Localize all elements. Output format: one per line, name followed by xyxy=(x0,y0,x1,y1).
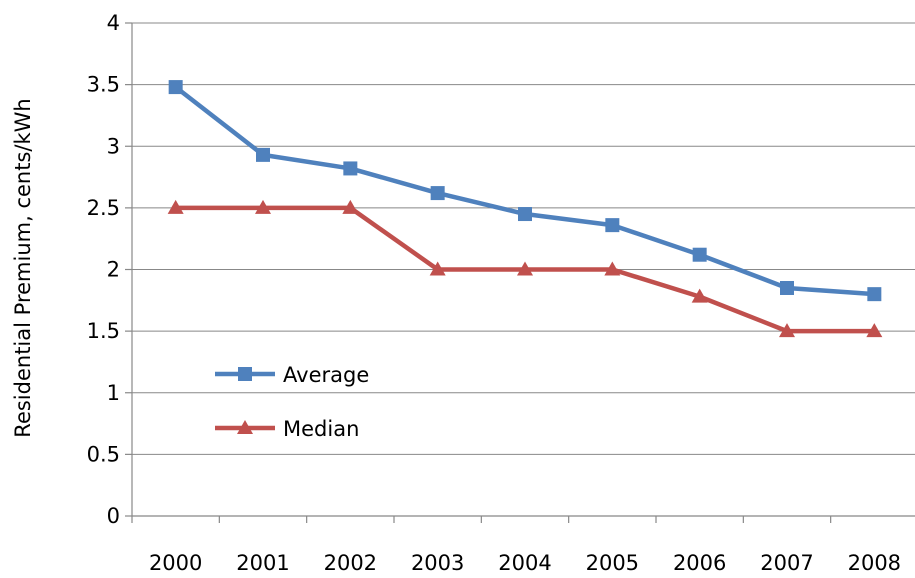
gridlines xyxy=(132,22,915,455)
x-tick-label: 2004 xyxy=(498,551,551,575)
y-axis-title: Residential Premium, cents/kWh xyxy=(11,98,35,437)
data-point-average xyxy=(343,161,358,176)
y-tick-label: 1.5 xyxy=(87,319,120,343)
x-tick-label: 2008 xyxy=(848,551,901,575)
data-point-median xyxy=(604,261,621,276)
data-point-median xyxy=(255,199,271,214)
data-point-average xyxy=(430,186,445,201)
data-point-median xyxy=(167,199,184,214)
data-point-median xyxy=(517,261,533,276)
x-tick-label: 2003 xyxy=(411,551,464,575)
y-tick-label: 1 xyxy=(107,381,120,405)
data-point-average xyxy=(256,147,270,162)
series-average xyxy=(168,80,882,302)
data-point-median xyxy=(779,323,795,338)
data-point-average xyxy=(605,218,620,233)
legend-label-median: Median xyxy=(283,417,359,441)
legend-label-average: Average xyxy=(283,363,369,387)
y-tick-label: 3 xyxy=(107,134,120,158)
data-point-median xyxy=(342,199,359,214)
y-tick-label: 2.5 xyxy=(87,196,120,220)
data-point-average xyxy=(780,280,794,295)
x-tick-label: 2000 xyxy=(149,551,202,575)
legend-marker-median xyxy=(237,420,253,434)
legend: Average Median xyxy=(215,363,369,441)
x-tick-label: 2006 xyxy=(673,551,726,575)
x-tick-label: 2007 xyxy=(760,551,813,575)
series-layer xyxy=(167,80,883,338)
data-point-average xyxy=(518,207,532,222)
data-point-median xyxy=(429,261,446,276)
y-tick-label: 0 xyxy=(107,504,120,528)
y-tick-label: 0.5 xyxy=(87,442,120,466)
data-point-average xyxy=(168,80,183,95)
legend-item-average: Average xyxy=(215,363,369,387)
data-point-median xyxy=(691,288,708,303)
data-point-average xyxy=(692,247,707,262)
legend-marker-average xyxy=(238,367,252,381)
y-tick-label: 2 xyxy=(107,258,120,282)
x-tick-label: 2001 xyxy=(236,551,289,575)
x-tick-label: 2002 xyxy=(324,551,377,575)
x-tick-label: 2005 xyxy=(586,551,639,575)
legend-item-median: Median xyxy=(215,417,359,441)
data-point-average xyxy=(867,287,882,302)
y-tick-label: 3.5 xyxy=(87,73,120,97)
y-tick-label: 4 xyxy=(107,11,120,35)
series-median xyxy=(167,199,883,338)
data-point-median xyxy=(866,323,883,338)
axes: 0 0.5 1 1.5 2 2.5 3 3.5 4 2000 2001 2002 2003 2004 200… xyxy=(87,11,915,575)
